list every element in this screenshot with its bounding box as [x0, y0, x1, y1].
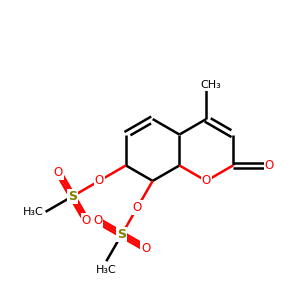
Text: O: O [54, 166, 63, 179]
Text: O: O [202, 174, 211, 188]
Text: CH₃: CH₃ [200, 80, 221, 90]
Text: O: O [141, 242, 151, 255]
Text: O: O [133, 201, 142, 214]
Text: H₃C: H₃C [96, 265, 117, 275]
Text: O: O [93, 214, 102, 227]
Text: O: O [82, 214, 91, 227]
Text: H₃C: H₃C [23, 207, 44, 217]
Text: S: S [117, 228, 126, 241]
Text: O: O [94, 174, 104, 188]
Text: S: S [68, 190, 77, 203]
Text: O: O [265, 159, 274, 172]
